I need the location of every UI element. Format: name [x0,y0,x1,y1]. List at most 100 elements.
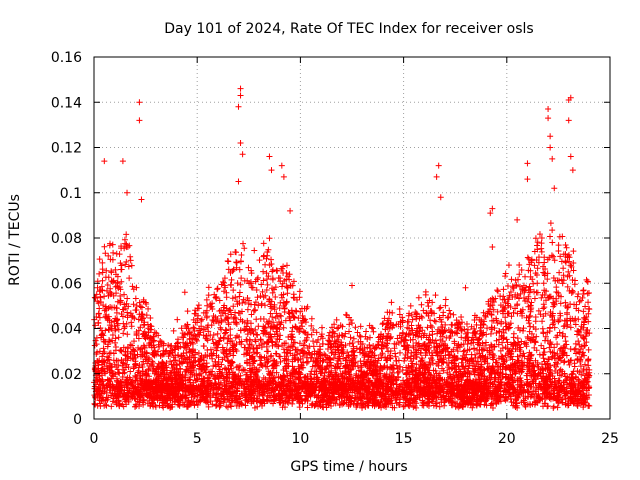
data-point [421,330,428,337]
data-point [214,341,221,348]
data-point [122,261,129,268]
data-point [96,288,103,295]
data-point [532,318,539,325]
data-point [264,385,271,392]
data-point [433,400,440,407]
data-point [261,354,268,361]
data-point [112,271,119,278]
data-point [582,303,589,310]
data-point [576,298,583,305]
data-point [297,377,304,384]
data-point [370,328,377,335]
data-point [494,320,501,327]
data-point [485,298,492,305]
data-point [450,311,457,318]
data-point [284,398,291,405]
data-point [135,335,142,342]
data-point [562,299,569,306]
data-point [248,311,255,318]
data-point [328,362,335,369]
data-point [352,324,359,331]
data-point [556,377,563,384]
data-point [422,291,429,298]
data-point [575,316,582,323]
data-point [237,258,244,265]
data-point [260,268,267,275]
data-point [290,339,297,346]
data-point [227,393,234,400]
data-point [407,386,414,393]
data-point [527,383,534,390]
data-point [540,280,547,287]
data-point [242,299,249,306]
data-point [244,306,251,313]
data-point [271,374,278,381]
data-point [227,307,234,314]
data-point [575,348,582,355]
data-point [319,335,326,342]
data-point [225,395,232,402]
data-point [422,346,429,353]
data-point [260,277,267,284]
data-point [207,398,214,405]
data-point [550,303,557,310]
data-point [572,393,579,400]
data-point [141,328,148,335]
data-point [522,298,529,305]
data-point [520,282,527,289]
data-point [415,333,422,340]
data-point [121,245,128,252]
data-point [427,317,434,324]
data-point [447,310,454,317]
data-point [482,313,489,320]
data-point [550,405,557,412]
data-point [546,373,553,380]
data-point [268,256,275,263]
data-point [205,284,212,291]
data-point [200,309,207,316]
data-point [138,351,145,358]
data-point [541,259,548,266]
data-point [532,376,539,383]
data-point [136,403,143,410]
data-point [404,349,411,356]
data-point [434,330,441,337]
data-point [546,344,553,351]
data-point [447,373,454,380]
data-point [371,345,378,352]
data-point [260,315,267,322]
data-point [315,336,322,343]
data-point [328,350,335,357]
data-point [118,262,125,269]
data-point [549,227,556,234]
data-point [382,354,389,361]
data-point [269,289,276,296]
data-point [575,338,582,345]
data-point [213,402,220,409]
data-point [236,402,243,409]
data-point [540,269,547,276]
data-point [436,403,443,410]
data-point [445,314,452,321]
data-point [514,302,521,309]
data-point [570,368,577,375]
data-point [562,333,569,340]
data-point [228,276,235,283]
data-point [214,286,221,293]
data-point [137,324,144,331]
data-point [227,251,234,258]
data-point [184,308,191,315]
data-point [471,317,478,324]
data-point [108,269,115,276]
data-point [538,240,545,247]
data-point [148,323,155,330]
data-point [233,259,240,266]
data-point [233,364,240,371]
data-point [217,379,224,386]
data-point [276,305,283,312]
data-point [191,310,198,317]
data-point [560,344,567,351]
data-point [489,317,496,324]
data-point [506,376,513,383]
data-point [549,321,556,328]
